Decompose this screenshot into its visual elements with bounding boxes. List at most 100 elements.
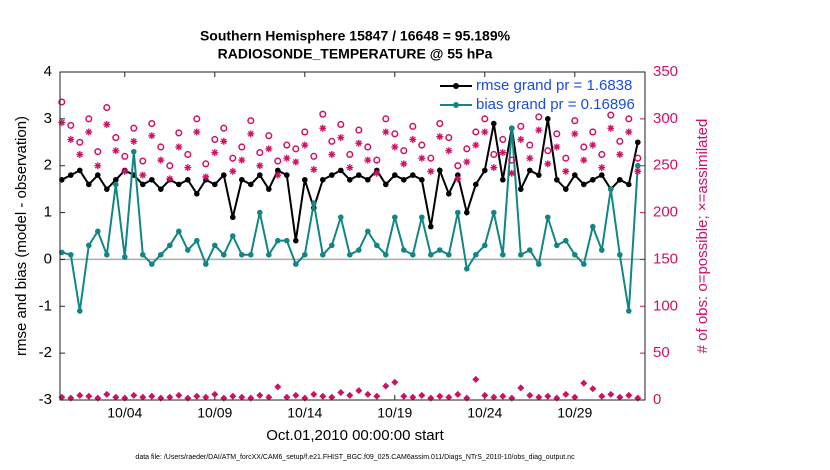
count-marker bbox=[490, 393, 498, 401]
possible-marker bbox=[220, 124, 228, 132]
possible-marker bbox=[148, 119, 156, 128]
count-marker bbox=[616, 393, 624, 401]
possible-marker bbox=[418, 141, 426, 149]
assimilated-marker bbox=[58, 119, 66, 127]
count-marker bbox=[526, 391, 534, 399]
point-marker bbox=[635, 162, 641, 169]
point-marker bbox=[446, 251, 452, 258]
assimilated-marker bbox=[499, 149, 507, 157]
point-marker bbox=[86, 242, 92, 249]
possible-marker bbox=[139, 157, 147, 165]
possible-marker bbox=[526, 141, 534, 149]
y2-tick-label: 50 bbox=[653, 344, 670, 361]
count-marker bbox=[580, 379, 588, 387]
x-tick-label: 10/09 bbox=[197, 405, 232, 421]
point-marker bbox=[203, 261, 209, 267]
assimilated-marker bbox=[346, 164, 354, 172]
possible-marker bbox=[508, 156, 516, 164]
y2-tick-label: 0 bbox=[653, 391, 661, 408]
point-marker bbox=[446, 191, 452, 197]
count-marker bbox=[382, 382, 390, 390]
point-marker bbox=[302, 176, 308, 183]
possible-marker bbox=[445, 134, 453, 142]
possible-marker bbox=[490, 150, 498, 159]
point-marker bbox=[518, 186, 524, 192]
point-marker bbox=[617, 251, 623, 258]
possible-marker bbox=[535, 113, 543, 121]
chart-title: Southern Hemisphere 15847 / 16648 = 95.1… bbox=[200, 28, 511, 44]
possible-marker bbox=[355, 126, 363, 134]
possible-marker bbox=[544, 147, 552, 155]
point-marker bbox=[482, 167, 488, 174]
possible-marker bbox=[499, 135, 507, 144]
point-marker bbox=[194, 191, 200, 197]
point-marker bbox=[158, 251, 164, 258]
point-marker bbox=[401, 247, 407, 253]
point-marker bbox=[320, 176, 326, 183]
point-marker bbox=[338, 167, 344, 174]
count-marker bbox=[409, 393, 417, 401]
count-marker bbox=[481, 391, 489, 399]
possible-marker bbox=[265, 132, 273, 140]
possible-marker bbox=[400, 147, 408, 155]
y-tick-label: -2 bbox=[39, 344, 52, 361]
possible-marker bbox=[238, 143, 246, 151]
assimilated-marker bbox=[310, 165, 318, 173]
x-tick-label: 10/04 bbox=[107, 405, 142, 421]
point-marker bbox=[113, 181, 119, 188]
y-tick-label: 3 bbox=[44, 110, 52, 127]
point-marker bbox=[320, 251, 326, 258]
assimilated-marker bbox=[130, 137, 138, 145]
assimilated-marker bbox=[283, 154, 291, 162]
point-marker bbox=[95, 228, 101, 235]
point-marker bbox=[374, 242, 380, 249]
assimilated-marker bbox=[526, 154, 534, 162]
count-marker bbox=[373, 392, 381, 400]
point-marker bbox=[140, 251, 146, 258]
assimilated-marker bbox=[580, 156, 588, 164]
possible-marker bbox=[472, 128, 480, 136]
point-marker bbox=[527, 167, 533, 174]
y-tick-label: -3 bbox=[39, 391, 52, 408]
point-marker bbox=[122, 254, 128, 260]
assimilated-marker bbox=[634, 167, 642, 175]
possible-marker bbox=[94, 148, 102, 156]
possible-marker bbox=[373, 156, 381, 164]
count-marker bbox=[535, 393, 543, 401]
assimilated-marker bbox=[76, 150, 84, 158]
point-marker bbox=[635, 139, 641, 146]
possible-marker bbox=[256, 149, 264, 157]
point-marker bbox=[518, 251, 524, 258]
point-marker bbox=[527, 247, 533, 253]
possible-marker bbox=[184, 150, 192, 159]
point-marker bbox=[437, 247, 443, 253]
point-marker bbox=[392, 214, 398, 221]
possible-marker bbox=[130, 124, 138, 132]
assimilated-marker bbox=[301, 141, 309, 149]
assimilated-marker bbox=[472, 141, 480, 149]
point-marker bbox=[581, 261, 587, 267]
point-marker bbox=[149, 176, 155, 183]
point-marker bbox=[77, 167, 83, 174]
assimilated-marker bbox=[292, 158, 300, 166]
point-marker bbox=[491, 209, 497, 216]
possible-marker bbox=[382, 115, 390, 123]
point-marker bbox=[365, 228, 371, 235]
assimilated-marker bbox=[256, 162, 264, 170]
assimilated-marker bbox=[328, 150, 336, 158]
assimilated-marker bbox=[319, 124, 327, 132]
point-marker bbox=[194, 237, 200, 244]
possible-marker bbox=[301, 128, 309, 136]
point-marker bbox=[599, 172, 605, 178]
possible-marker bbox=[157, 143, 165, 151]
point-marker bbox=[77, 308, 83, 314]
point-marker bbox=[257, 172, 263, 178]
point-marker bbox=[68, 251, 74, 258]
possible-marker bbox=[607, 111, 615, 119]
possible-marker bbox=[292, 145, 300, 153]
point-marker bbox=[563, 186, 569, 192]
possible-marker bbox=[337, 120, 345, 129]
count-marker bbox=[283, 393, 291, 401]
count-marker bbox=[202, 393, 210, 401]
point-marker bbox=[104, 186, 110, 192]
